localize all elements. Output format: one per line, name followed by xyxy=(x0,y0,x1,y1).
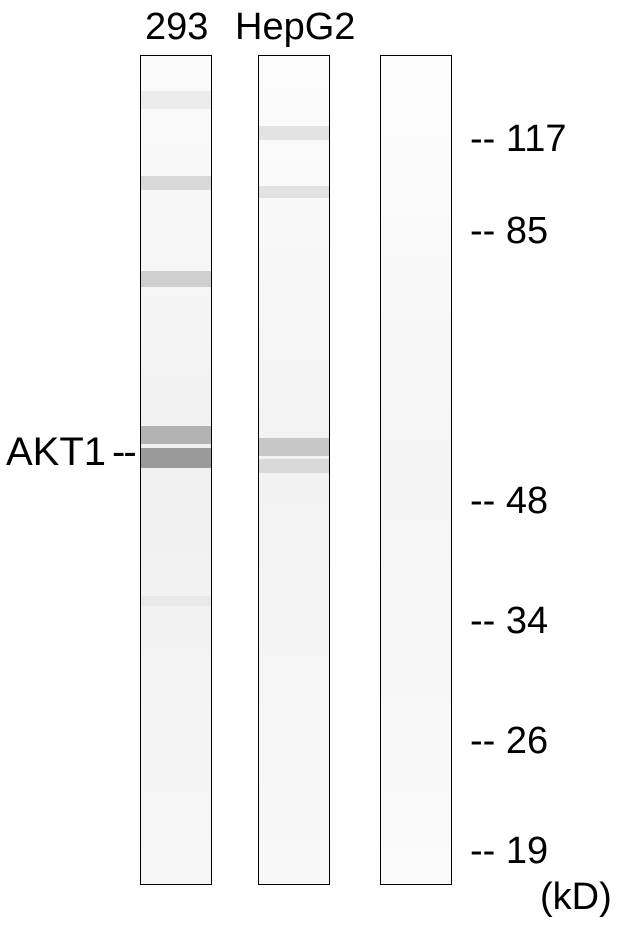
marker-value: 26 xyxy=(506,720,548,762)
marker-85: -- 85 xyxy=(470,210,548,253)
marker-value: 48 xyxy=(506,480,548,522)
protein-label-akt1: AKT1 -- xyxy=(6,430,135,475)
lane-293 xyxy=(140,55,212,885)
band xyxy=(259,459,329,473)
marker-48: -- 48 xyxy=(470,480,548,523)
marker-value: 117 xyxy=(506,118,567,160)
band xyxy=(141,271,211,287)
lane-label-hepg2: HepG2 xyxy=(235,6,355,49)
marker-tick: -- xyxy=(470,720,506,762)
marker-26: -- 26 xyxy=(470,720,548,763)
band xyxy=(259,126,329,140)
band xyxy=(141,448,211,468)
marker-value: 85 xyxy=(506,210,548,252)
marker-19: -- 19 xyxy=(470,830,548,873)
lane-hepg2 xyxy=(258,55,330,885)
marker-tick: -- xyxy=(470,480,506,522)
marker-117: -- 117 xyxy=(470,118,566,161)
band xyxy=(259,438,329,456)
protein-name: AKT1 xyxy=(6,430,106,475)
band xyxy=(141,426,211,444)
unit-label: (kD) xyxy=(540,876,612,919)
band xyxy=(259,186,329,198)
lane-label-293: 293 xyxy=(145,6,208,49)
marker-value: 19 xyxy=(506,830,548,872)
marker-34: -- 34 xyxy=(470,600,548,643)
marker-tick: -- xyxy=(470,830,506,872)
blot-canvas: 293 HepG2 AKT1 -- -- 117 -- 85 -- 48 -- … xyxy=(0,0,643,949)
marker-tick: -- xyxy=(470,118,506,160)
protein-tick: -- xyxy=(112,430,135,475)
band xyxy=(141,176,211,190)
lane-marker xyxy=(380,55,452,885)
marker-tick: -- xyxy=(470,600,506,642)
band xyxy=(141,596,211,606)
marker-tick: -- xyxy=(470,210,506,252)
marker-value: 34 xyxy=(506,600,548,642)
band xyxy=(141,91,211,109)
